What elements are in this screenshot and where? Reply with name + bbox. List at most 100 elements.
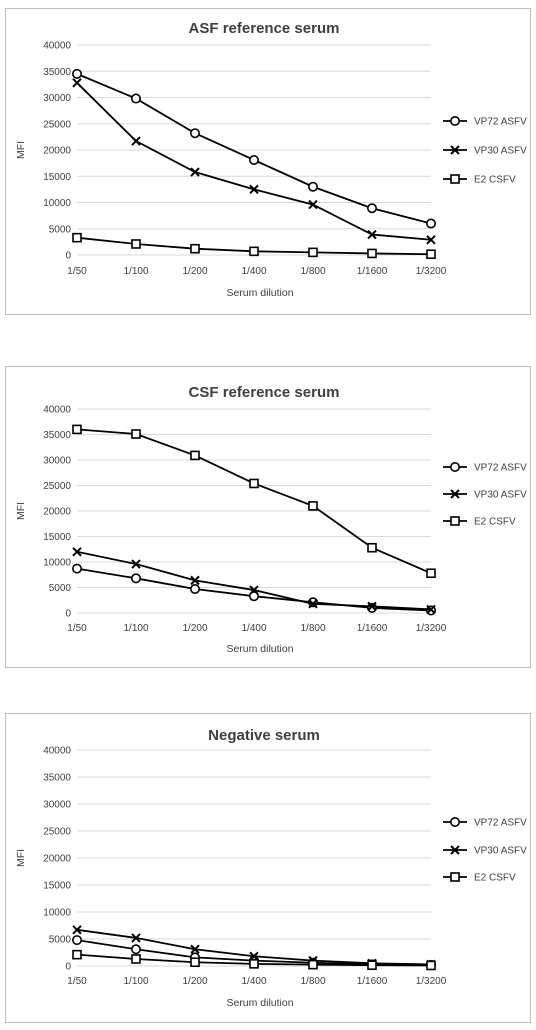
chart-title: ASF reference serum <box>189 20 340 37</box>
series-e2-csfv <box>72 232 436 260</box>
y-axis-label: MFI <box>15 141 27 159</box>
legend-entry: E2 CSFV <box>443 872 516 884</box>
y-tick-label: 40000 <box>43 746 71 757</box>
circle-marker <box>72 68 83 79</box>
legend-entry: VP30 ASFV <box>443 145 527 157</box>
square-marker <box>308 959 318 970</box>
y-tick-label: 25000 <box>43 827 71 838</box>
chart-frame: Negative serum 0 5000 10000 15000 20000 25000 3… <box>5 713 531 1023</box>
x-axis-label: Serum dilution <box>226 997 293 1009</box>
x-marker <box>72 925 82 935</box>
x-tick-label: 1/400 <box>241 266 266 277</box>
series-vp72-asfv <box>72 68 436 229</box>
x-marker <box>308 199 318 210</box>
line-chart: CSF reference serum 0 5000 10000 15000 20000 2… <box>15 384 527 655</box>
square-marker <box>72 424 82 435</box>
line-chart: Negative serum 0 5000 10000 15000 20000 25000 3… <box>15 727 527 1009</box>
x-tick-label: 1/400 <box>241 976 266 987</box>
square-marker <box>426 568 436 579</box>
y-tick-label: 5000 <box>49 224 72 235</box>
circle-marker <box>249 591 260 602</box>
y-tick-label: 35000 <box>43 773 71 784</box>
x-marker <box>72 547 82 557</box>
y-tick-label: 25000 <box>43 119 71 130</box>
x-tick-label: 1/3200 <box>416 266 447 277</box>
series-e2-csfv <box>72 424 436 579</box>
square-marker <box>131 954 141 964</box>
square-marker <box>450 872 460 882</box>
circle-marker <box>131 573 142 584</box>
square-marker <box>426 249 436 260</box>
x-tick-label: 1/800 <box>300 976 325 987</box>
x-axis-label: Serum dilution <box>226 643 293 655</box>
series-vp30-asfv <box>72 547 436 615</box>
x-tick-label: 1/50 <box>67 623 87 634</box>
y-tick-label: 30000 <box>43 800 71 811</box>
legend-label: VP30 ASFV <box>474 146 527 157</box>
y-tick-label: 40000 <box>43 41 71 52</box>
circle-marker <box>307 181 318 192</box>
x-marker <box>131 559 141 569</box>
legend-label: E2 CSFV <box>474 175 516 186</box>
x-marker <box>249 585 259 595</box>
square-marker <box>72 232 82 243</box>
y-tick-label: 0 <box>65 962 71 973</box>
x-marker <box>249 951 259 961</box>
square-marker <box>249 959 259 969</box>
x-tick-label: 1/400 <box>241 623 266 634</box>
circle-marker <box>131 944 142 955</box>
x-tick-label: 1/1600 <box>357 976 388 987</box>
chart-frame: ASF reference serum 0 5000 10000 15000 20000 2… <box>5 8 531 315</box>
y-tick-label: 25000 <box>43 481 71 492</box>
legend-entry: VP72 ASFV <box>443 116 527 128</box>
y-tick-label: 30000 <box>43 93 71 104</box>
y-tick-label: 10000 <box>43 908 71 919</box>
y-tick-label: 35000 <box>43 430 71 441</box>
x-tick-label: 1/1600 <box>357 266 388 277</box>
legend-entry: VP72 ASFV <box>443 462 527 474</box>
y-axis-label: MFI <box>15 849 27 867</box>
square-marker <box>450 174 460 184</box>
circle-marker <box>190 584 201 595</box>
series-e2-csfv <box>72 949 436 971</box>
square-marker <box>72 949 82 960</box>
square-marker <box>450 516 460 526</box>
x-marker <box>450 489 460 499</box>
x-tick-label: 1/800 <box>300 623 325 634</box>
x-marker <box>308 599 318 609</box>
x-marker <box>190 575 200 586</box>
circle-marker <box>425 218 436 229</box>
square-marker <box>367 542 377 553</box>
y-tick-label: 40000 <box>43 405 71 416</box>
x-marker <box>426 604 436 615</box>
y-tick-label: 15000 <box>43 532 71 543</box>
legend-label: VP30 ASFV <box>474 846 527 857</box>
x-marker <box>249 184 259 195</box>
y-tick-label: 0 <box>65 609 71 620</box>
line-chart: ASF reference serum 0 5000 10000 15000 20000 2… <box>15 20 527 299</box>
square-marker <box>131 429 141 439</box>
x-tick-label: 1/100 <box>123 266 148 277</box>
legend-label: VP72 ASFV <box>474 818 527 829</box>
x-axis-label: Serum dilution <box>226 287 293 299</box>
series-vp30-asfv <box>72 78 436 245</box>
legend-entry: VP30 ASFV <box>443 845 527 857</box>
y-tick-label: 30000 <box>43 456 71 467</box>
legend-entry: E2 CSFV <box>443 516 516 528</box>
square-marker <box>367 248 377 259</box>
square-marker <box>190 243 200 254</box>
legend-label: E2 CSFV <box>474 517 516 528</box>
y-tick-label: 5000 <box>49 935 72 946</box>
square-marker <box>308 247 318 258</box>
x-tick-label: 1/3200 <box>416 623 447 634</box>
legend-label: VP30 ASFV <box>474 490 527 501</box>
legend-label: VP72 ASFV <box>474 463 527 474</box>
circle-marker <box>249 154 260 165</box>
circle-marker <box>72 563 83 574</box>
x-marker <box>190 167 200 177</box>
square-marker <box>249 246 259 257</box>
x-tick-label: 1/3200 <box>416 976 447 987</box>
y-tick-label: 15000 <box>43 172 71 183</box>
square-marker <box>426 960 436 971</box>
x-tick-label: 1/100 <box>123 623 148 634</box>
